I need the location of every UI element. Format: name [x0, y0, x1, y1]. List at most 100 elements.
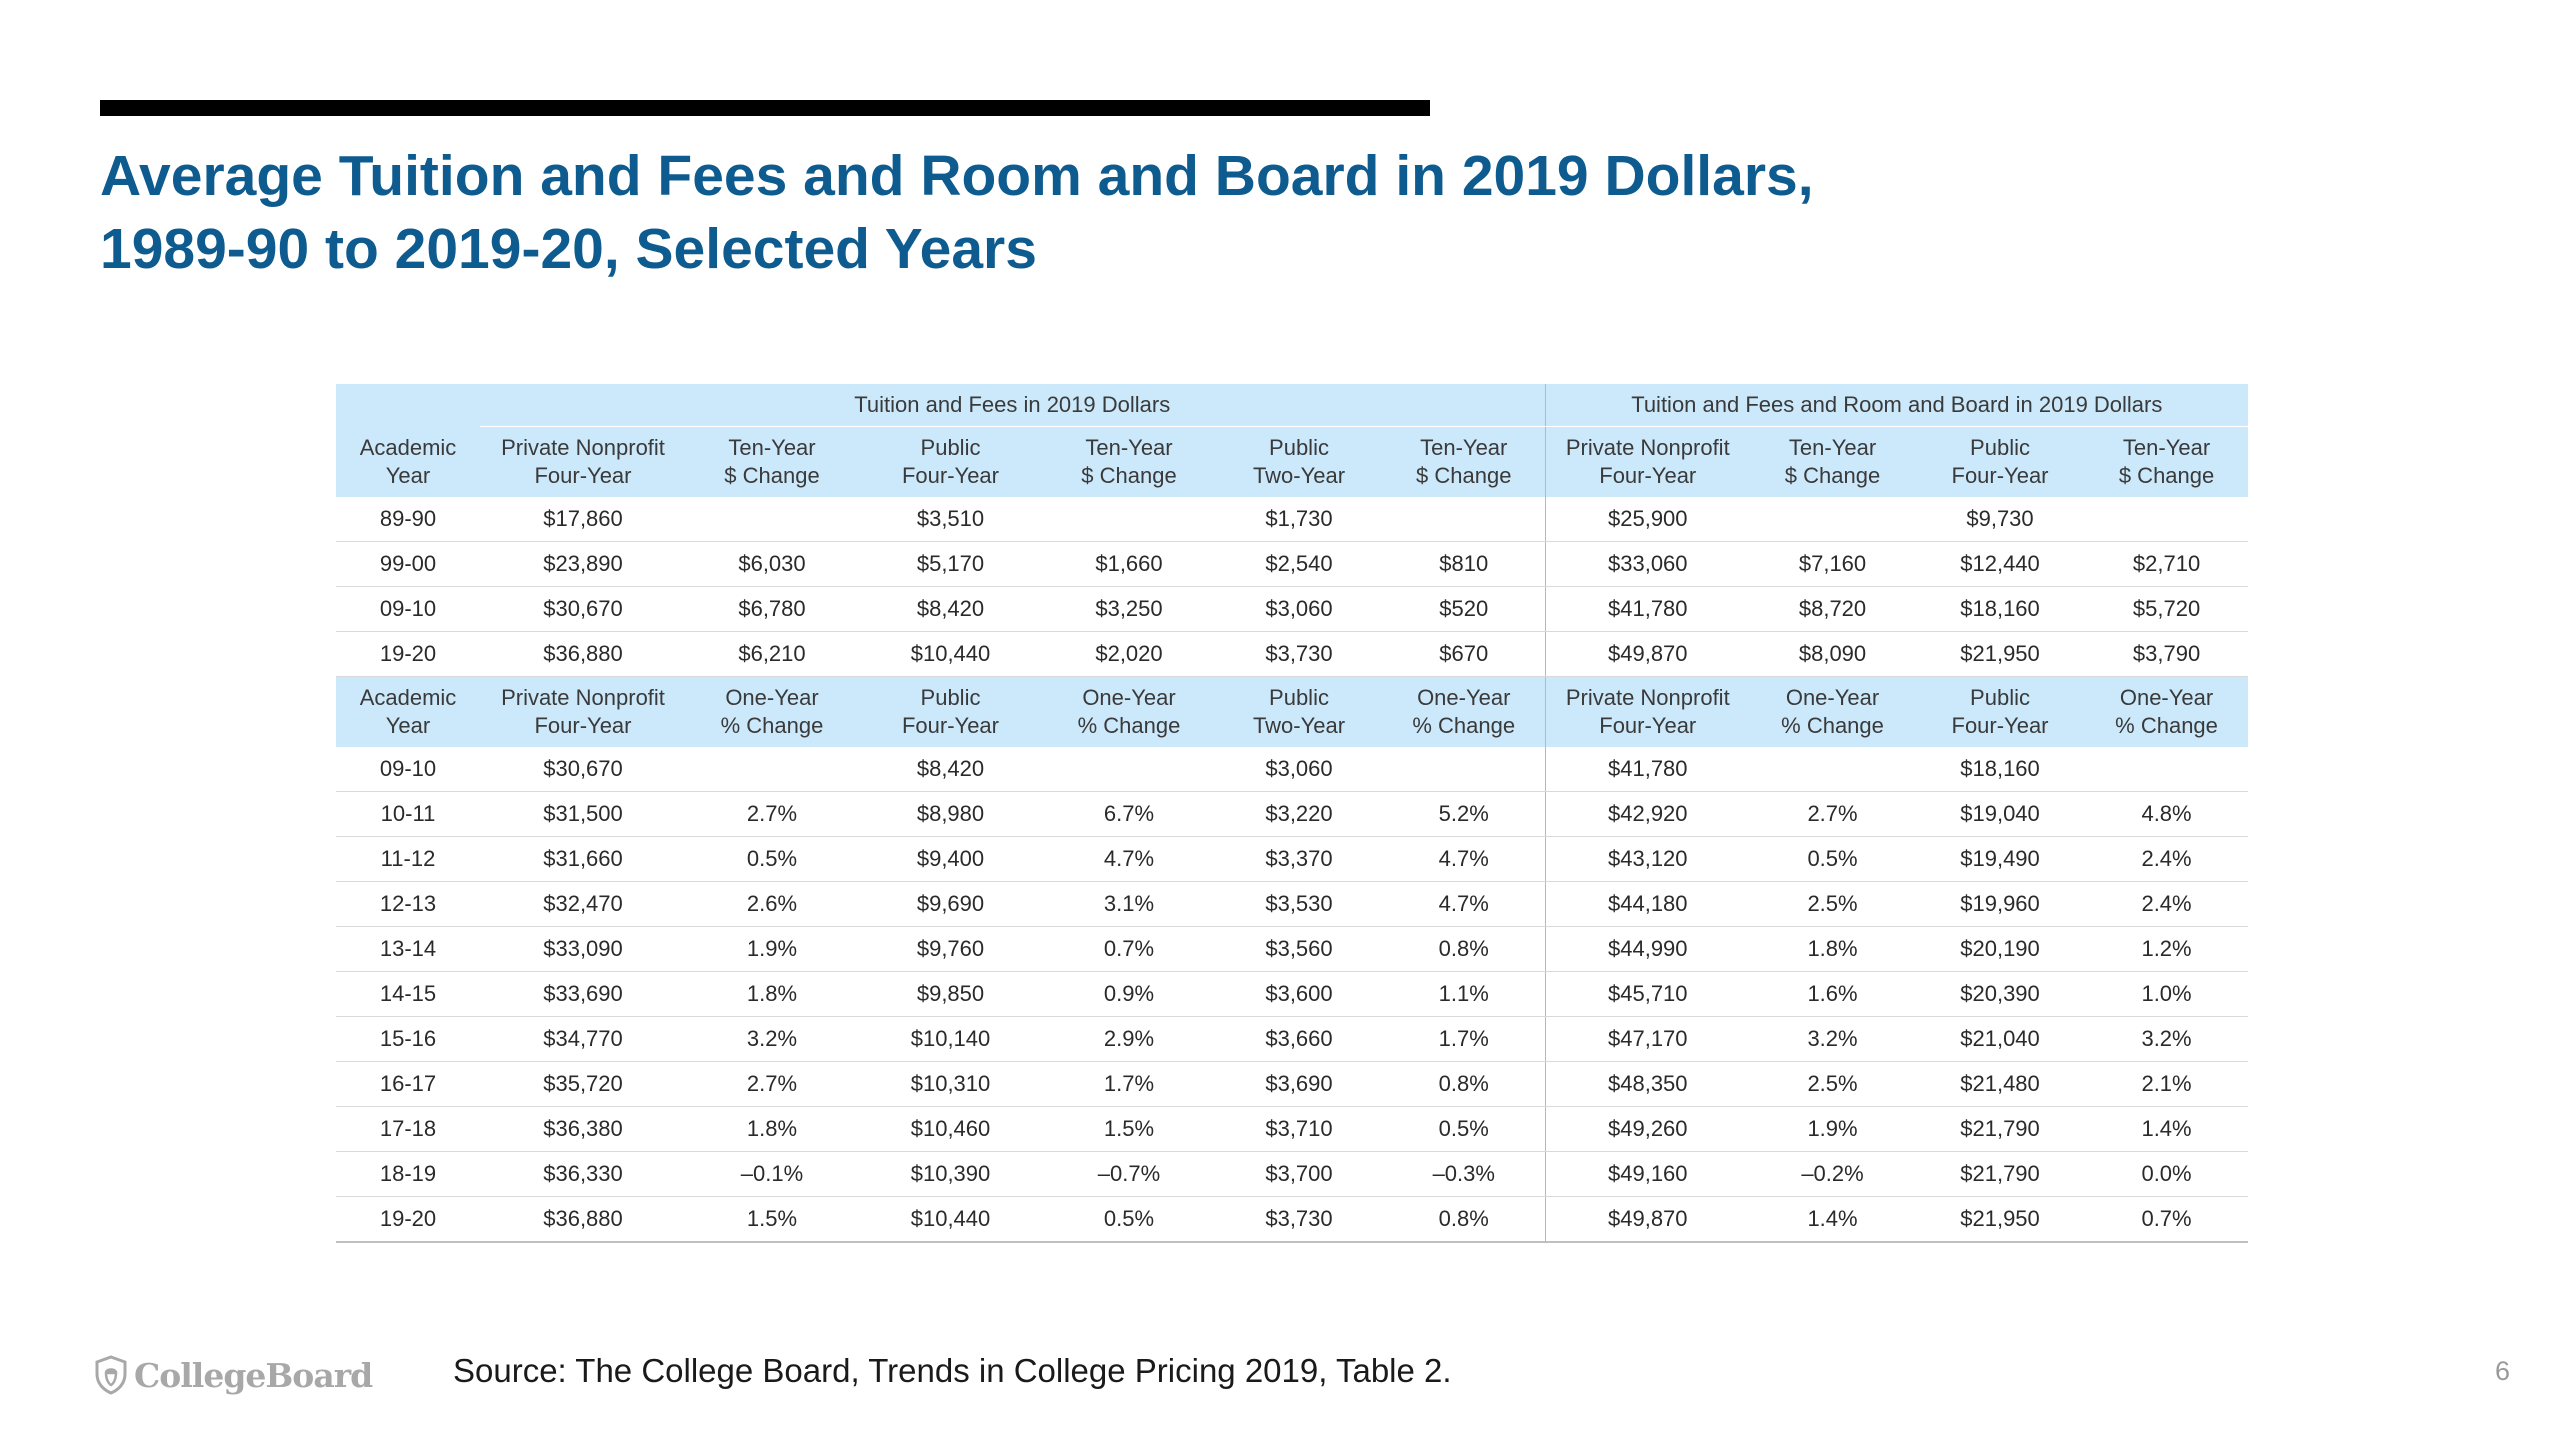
- column-header-line: Academic: [359, 434, 457, 460]
- group-header-room-board: Tuition and Fees and Room and Board in 2…: [1544, 384, 2249, 427]
- academic-year-cell: 18-19: [336, 1151, 480, 1197]
- table-cell: –0.1%: [686, 1151, 858, 1197]
- column-header-line: Four-Year: [901, 713, 999, 738]
- table-row: 19-20 $36,880 1.5% $10,440 0.5% $3,730 0.8% $49…: [336, 1196, 2249, 1243]
- table-cell: 1.4%: [2085, 1106, 2249, 1152]
- table-cell: $49,260: [1544, 1106, 1751, 1152]
- column-header-line: % Change: [2115, 713, 2218, 738]
- table-cell: $10,310: [858, 1061, 1043, 1107]
- table-cell: $1,660: [1043, 541, 1215, 587]
- table-cell: 0.8%: [1383, 1196, 1546, 1243]
- table-cell: 1.6%: [1750, 971, 1916, 1017]
- table-cell: $21,950: [1915, 1196, 2086, 1243]
- table-cell: 0.0%: [2085, 1151, 2249, 1197]
- table-cell: $30,670: [480, 747, 686, 792]
- table-cell: $49,160: [1544, 1151, 1751, 1197]
- table-cell: 4.7%: [1383, 836, 1546, 882]
- table-cell: [1383, 747, 1546, 792]
- column-header-line: Private Nonprofit: [1565, 435, 1730, 460]
- table-cell: $3,250: [1043, 586, 1215, 632]
- column-header-line: Public: [1269, 435, 1329, 460]
- table-cell: 4.7%: [1383, 881, 1546, 927]
- column-header-line: $ Change: [1081, 463, 1177, 488]
- table-cell: $36,380: [480, 1106, 686, 1152]
- academic-year-cell: 99-00: [336, 541, 480, 587]
- table-cell: 2.6%: [686, 881, 858, 927]
- group-header-tuition: Tuition and Fees in 2019 Dollars: [480, 384, 1546, 427]
- table-cell: $8,090: [1750, 631, 1916, 677]
- source-note: Source: The College Board, Trends in Col…: [453, 1352, 1452, 1389]
- page-title-line-2: 1989-90 to 2019-20, Selected Years: [100, 217, 1037, 281]
- table-cell: $21,950: [1915, 631, 2086, 677]
- column-header: Academic Year: [336, 426, 480, 497]
- table-cell: [686, 497, 858, 542]
- top-rule: [100, 100, 1430, 116]
- table-cell: 1.0%: [2085, 971, 2249, 1017]
- table-cell: $33,090: [480, 926, 686, 972]
- table-cell: 5.2%: [1383, 791, 1546, 837]
- column-header-line: Ten-Year: [1788, 435, 1877, 460]
- table-cell: $10,440: [858, 631, 1043, 677]
- table-cell: $8,420: [858, 747, 1043, 792]
- table-cell: $31,660: [480, 836, 686, 882]
- column-header-line: Two-Year: [1252, 713, 1346, 738]
- table-cell: 0.8%: [1383, 1061, 1546, 1107]
- table-cell: $36,880: [480, 1196, 686, 1243]
- academic-year-cell: 11-12: [336, 836, 480, 882]
- table-cell: 2.1%: [2085, 1061, 2249, 1107]
- table-cell: $10,140: [858, 1016, 1043, 1062]
- column-header-line: Public: [1970, 435, 2030, 460]
- column-header-line: One-Year: [2119, 685, 2214, 710]
- page-title-line-1: Average Tuition and Fees and Room and Bo…: [100, 144, 1814, 208]
- table-row: 18-19 $36,330 –0.1% $10,390 –0.7% $3,700 –0.3%…: [336, 1151, 2249, 1197]
- table-cell: $2,020: [1043, 631, 1215, 677]
- academic-year-cell: 12-13: [336, 881, 480, 927]
- table-cell: $10,440: [858, 1196, 1043, 1243]
- table-cell: $9,690: [858, 881, 1043, 927]
- table-row: 19-20 $36,880 $6,210 $10,440 $2,020 $3,730 $67…: [336, 631, 2249, 677]
- table-cell: $31,500: [480, 791, 686, 837]
- table-cell: $6,030: [686, 541, 858, 587]
- table-cell: $33,060: [1544, 541, 1751, 587]
- table-cell: $3,060: [1215, 586, 1383, 632]
- header-row-one-year: Academic Year Private Nonprofit Four-Year On…: [336, 676, 2249, 747]
- tuition-table: Tuition and Fees in 2019 Dollars Tuition…: [336, 384, 2249, 1243]
- table-cell: 0.5%: [1043, 1196, 1215, 1243]
- logo-wordmark: CollegeBoard: [134, 1355, 373, 1395]
- table-cell: 4.7%: [1043, 836, 1215, 882]
- page-title: Average Tuition and Fees and Room and Bo…: [100, 140, 2100, 286]
- table-row: 09-10 $30,670 $8,420 $3,060 $41,780 $18,160: [336, 747, 2249, 792]
- table-row: 13-14 $33,090 1.9% $9,760 0.7% $3,560 0.8% $44,…: [336, 926, 2249, 972]
- table-cell: 2.7%: [686, 791, 858, 837]
- column-header-line: $ Change: [2118, 463, 2215, 488]
- table-cell: 3.2%: [686, 1016, 858, 1062]
- table-cell: $3,710: [1215, 1106, 1383, 1152]
- table-cell: $8,980: [858, 791, 1043, 837]
- group-header-spacer: [336, 384, 480, 427]
- column-header-line: Four-Year: [534, 463, 632, 488]
- table-cell: $3,690: [1215, 1061, 1383, 1107]
- column-header-line: Ten-Year: [1420, 435, 1508, 460]
- table-cell: 2.7%: [686, 1061, 858, 1107]
- table-cell: $2,710: [2085, 541, 2249, 587]
- table-cell: –0.2%: [1750, 1151, 1916, 1197]
- table-cell: $25,900: [1544, 497, 1751, 542]
- column-header-line: Public: [1970, 685, 2030, 710]
- column-header: Public Four-Year: [858, 676, 1043, 747]
- column-header-line: Year: [385, 462, 431, 488]
- column-header-line: One-Year: [1417, 685, 1511, 710]
- table-cell: $3,530: [1215, 881, 1383, 927]
- table-cell: $20,190: [1915, 926, 2086, 972]
- table-cell: 0.5%: [1383, 1106, 1546, 1152]
- academic-year-cell: 19-20: [336, 1196, 480, 1243]
- table-cell: $3,510: [858, 497, 1043, 542]
- table-cell: $520: [1383, 586, 1546, 632]
- table-cell: $12,440: [1915, 541, 2086, 587]
- table-cell: 0.9%: [1043, 971, 1215, 1017]
- column-header-line: Academic: [359, 685, 457, 710]
- table-cell: $9,730: [1915, 497, 2086, 542]
- table-cell: $18,160: [1915, 747, 2086, 792]
- column-header-line: $ Change: [1416, 463, 1512, 488]
- table-cell: 3.1%: [1043, 881, 1215, 927]
- table-cell: $44,990: [1544, 926, 1751, 972]
